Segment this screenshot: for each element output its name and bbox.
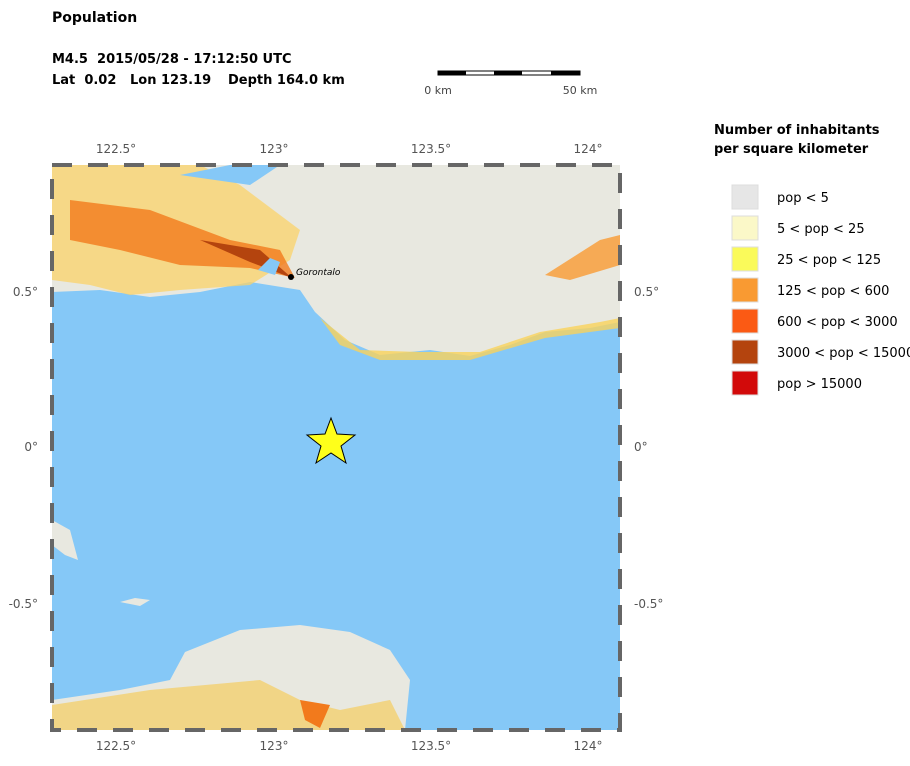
- map-frame: [50, 163, 622, 732]
- legend-swatch: [731, 215, 759, 241]
- legend-swatch: [731, 246, 759, 272]
- lat-label: 0.5°: [634, 285, 659, 299]
- legend-swatch: [731, 370, 759, 396]
- lat-label: -0.5°: [634, 597, 663, 611]
- event-info: M4.5 2015/05/28 - 17:12:50 UTC: [52, 52, 291, 67]
- lat-label: 0°: [24, 440, 38, 454]
- lon-label: 123.5°: [411, 142, 451, 156]
- lat-label: 0.5°: [13, 285, 38, 299]
- depth: Depth 164.0 km: [228, 73, 345, 88]
- lon-label: 123°: [260, 739, 289, 753]
- legend: pop < 5 5 < pop < 25 25 < pop < 125 125 < p…: [731, 184, 910, 396]
- legend-swatch: [731, 339, 759, 365]
- lon-label: 124°: [574, 142, 603, 156]
- lat-label: -0.5°: [9, 597, 38, 611]
- legend-title: Number of inhabitants: [714, 123, 880, 138]
- lon-label: 124°: [574, 739, 603, 753]
- legend-label: 125 < pop < 600: [777, 284, 889, 299]
- lat-label: 0°: [634, 440, 648, 454]
- legend-swatch: [731, 184, 759, 210]
- scale-start: 0 km: [424, 84, 452, 97]
- graticule-labels: 122.5° 122.5° 123° 123° 123.5° 123.5° 124° 124°…: [9, 142, 664, 753]
- map: Gorontalo: [50, 163, 622, 732]
- legend-label: 25 < pop < 125: [777, 253, 881, 268]
- lon-label: 123°: [260, 142, 289, 156]
- legend-label: 5 < pop < 25: [777, 222, 865, 237]
- legend-label: pop < 5: [777, 191, 829, 206]
- legend-swatch: [731, 277, 759, 303]
- legend-swatch: [731, 308, 759, 334]
- legend-label: pop > 15000: [777, 377, 862, 392]
- scale-end: 50 km: [563, 84, 598, 97]
- title: Population: [52, 10, 137, 26]
- lon-label: 122.5°: [96, 142, 136, 156]
- epicenter: [305, 416, 357, 465]
- scale-bar: 0 km 50 km: [424, 70, 598, 97]
- city-label: Gorontalo: [296, 268, 341, 278]
- legend-label: 600 < pop < 3000: [777, 315, 898, 330]
- lat: Lat 0.02: [52, 73, 116, 88]
- legend-title: per square kilometer: [714, 142, 869, 157]
- lon-label: 122.5°: [96, 739, 136, 753]
- legend-label: 3000 < pop < 15000: [777, 346, 910, 361]
- lon-label: 123.5°: [411, 739, 451, 753]
- lon: Lon 123.19: [130, 73, 211, 88]
